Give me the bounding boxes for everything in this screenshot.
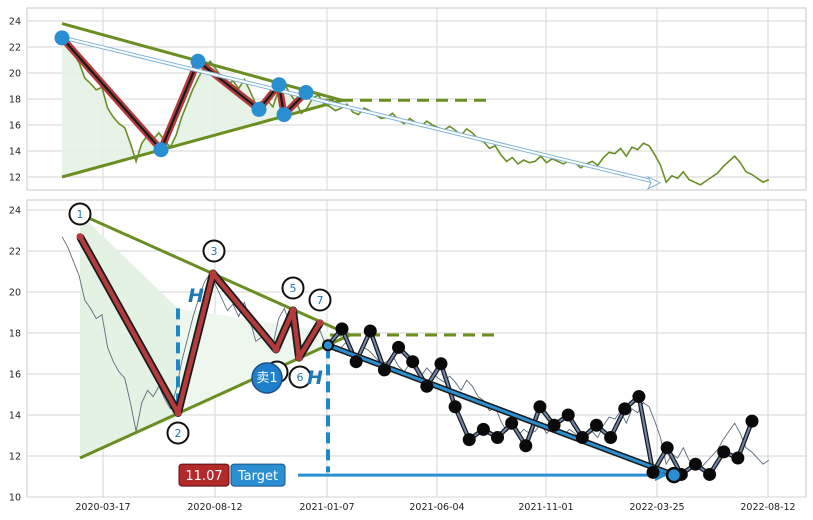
pattern-point-marker [281,276,305,300]
bottom-pivot-dot [289,306,297,314]
bottom-ytick-label: 20 [9,288,21,299]
bottom-ytick-label: 16 [9,370,21,381]
top-pivot-point [153,142,169,158]
xtick-label: 2021-01-07 [299,502,354,513]
bottom-ytick-label: 10 [9,493,21,504]
pattern-point-label: 3 [211,245,218,258]
xtick-label: 2022-08-12 [740,502,795,513]
pattern-point-label: 7 [317,294,324,307]
swing-point [575,431,589,445]
target-price-box [178,463,230,487]
swing-point [434,357,448,371]
swing-point [688,457,702,471]
target-price-text: 11.07 [185,469,222,484]
xtick-label: 2022-03-25 [629,502,684,513]
breakout-point [322,339,334,352]
sell-signal-label: 卖1 [256,371,277,386]
top-pivot-point [271,77,287,93]
top-pivot-point [54,30,70,46]
swing-point [646,465,660,479]
bottom-lower-trendline [79,333,351,460]
swing-point [533,400,547,414]
swing-point [406,355,420,369]
top-pivot-point [276,107,292,123]
swing-point [547,418,561,432]
top-projection-arrowhead [646,175,662,190]
swing-point [604,431,618,445]
pattern-point-marker [202,239,226,263]
xtick-label: 2021-11-01 [518,502,573,513]
top-ytick-label: 12 [9,173,21,184]
bottom-ytick-label: 22 [9,247,21,258]
top-ytick-label: 16 [9,121,21,132]
pattern-point-marker [308,288,332,312]
swing-point [632,390,646,404]
top-ytick-label: 14 [9,147,21,158]
target-label-text: Target [237,469,278,484]
pattern-point-label: 2 [175,427,182,440]
top-lower-trendline [61,98,343,179]
top-ytick-label: 20 [9,69,21,80]
pattern-point-marker [288,365,312,389]
bottom-ytick-label: 12 [9,452,21,463]
swing-point [731,451,745,465]
bottom-pivot-dot [316,319,324,327]
swing-point [561,408,575,422]
swing-point [745,414,759,428]
bottom-pivot-dot [174,409,182,417]
sell-signal-marker [251,362,283,394]
bottom-pivot-dot [76,233,84,241]
swing-point [618,402,632,416]
swing-point [377,363,391,377]
xtick-label: 2020-03-17 [75,502,130,513]
swing-point [703,467,717,481]
bottom-pivot-dot [295,354,303,362]
target-label-box [230,463,286,487]
pattern-point-label: 1 [77,208,84,221]
swing-point [448,400,462,414]
pattern-point-marker [166,421,190,445]
bottom-pivot-dot [209,270,217,278]
swing-point [420,379,434,393]
bottom-ytick-label: 18 [9,329,21,340]
swing-point [335,322,349,336]
xtick-label: 2021-06-04 [409,502,464,513]
swing-point [491,431,505,445]
top-pattern-fill [62,37,347,178]
swing-point [717,445,731,459]
top-ytick-label: 18 [9,95,21,106]
top-ytick-label: 24 [9,17,21,28]
target-point [665,466,683,484]
height-label-2: H [307,367,323,389]
top-pivot-point [298,85,314,100]
swing-point [505,416,519,430]
pattern-point-label: 6 [297,371,304,384]
swing-point [476,422,490,436]
bottom-ytick-label: 24 [9,206,21,217]
top-pivot-point [251,101,267,117]
top-projection-arrow [63,36,657,184]
swing-point [519,439,533,453]
pattern-point-label: 5 [290,282,297,295]
top-pivot-point [190,53,206,69]
top-ytick-label: 22 [9,43,21,54]
swing-point [392,340,406,354]
bottom-ytick-label: 14 [9,411,21,422]
swing-point [589,418,603,432]
bottom-pivot-dot [272,345,280,353]
xtick-label: 2020-08-12 [187,502,242,513]
swing-point [363,324,377,338]
swing-point [462,433,476,447]
height-label-1: H [188,285,204,307]
swing-point [660,441,674,455]
pattern-point-marker [68,202,92,226]
swing-point [349,355,363,369]
